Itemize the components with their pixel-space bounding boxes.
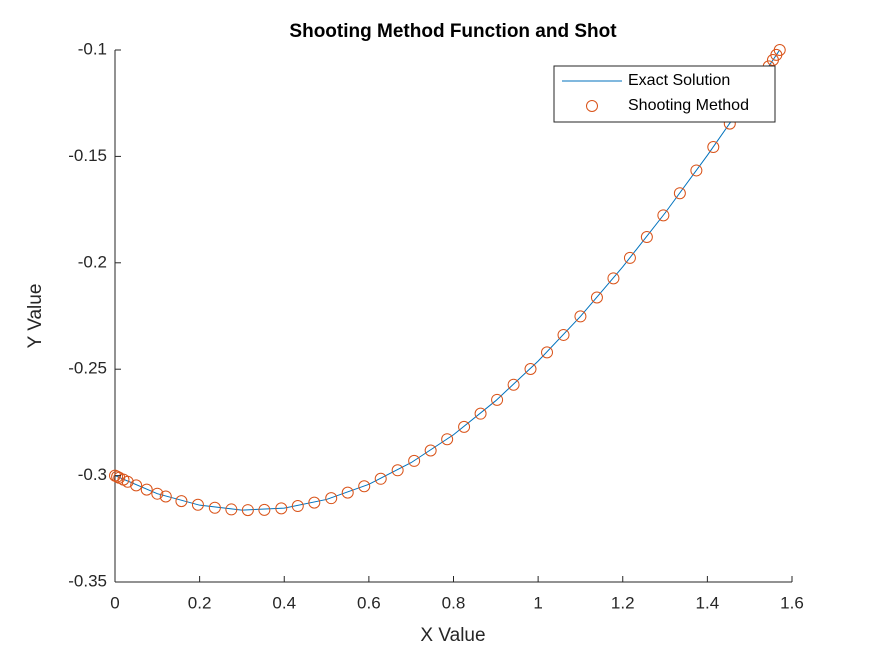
- marker: [458, 420, 471, 433]
- marker: [391, 464, 404, 477]
- marker: [424, 444, 437, 457]
- x-tick-label: 1.2: [611, 593, 635, 612]
- legend-box: [553, 65, 776, 123]
- marker: [341, 486, 354, 499]
- marker: [590, 291, 603, 304]
- marker: [208, 501, 221, 514]
- x-tick-label: 1: [533, 593, 542, 612]
- marker: [507, 378, 520, 391]
- marker: [640, 231, 653, 244]
- y-tick-label: -0.3: [78, 465, 107, 484]
- x-tick-label: 0: [110, 593, 119, 612]
- marker: [191, 498, 204, 511]
- marker: [140, 483, 153, 496]
- marker: [690, 164, 703, 177]
- y-tick-label: -0.15: [68, 146, 107, 165]
- legend-label: Shooting Method: [628, 97, 749, 114]
- y-tick-label: -0.1: [78, 39, 107, 58]
- marker: [657, 209, 670, 222]
- marker: [474, 407, 487, 420]
- marker: [374, 472, 387, 485]
- marker: [441, 433, 454, 446]
- plot-area: [109, 44, 786, 517]
- marker: [111, 470, 124, 483]
- y-axis-label: Y Value: [25, 284, 46, 349]
- marker: [175, 495, 188, 508]
- marker: [225, 503, 238, 516]
- marker: [707, 141, 720, 154]
- x-axis-label: X Value: [420, 625, 485, 646]
- marker: [159, 490, 172, 503]
- marker: [308, 496, 321, 509]
- marker: [151, 487, 164, 500]
- x-tick-label: 0.2: [188, 593, 212, 612]
- legend: Exact Solution Shooting Method: [553, 65, 776, 123]
- legend-label: Exact Solution: [628, 72, 730, 89]
- chart-title: Shooting Method Function and Shot: [289, 21, 617, 42]
- marker: [241, 504, 254, 517]
- x-tick-label: 1.4: [696, 593, 720, 612]
- marker: [121, 475, 134, 488]
- marker: [291, 500, 304, 513]
- marker: [574, 310, 587, 323]
- y-tick-label: -0.25: [68, 359, 107, 378]
- line-series: [114, 49, 781, 511]
- marker: [325, 492, 338, 505]
- y-tick-label: -0.35: [68, 571, 107, 590]
- x-tick-label: 0.4: [272, 593, 296, 612]
- marker: [773, 44, 786, 56]
- x-tick-label: 1.6: [780, 593, 804, 612]
- marker: [607, 272, 620, 285]
- x-tick-label: 0.6: [357, 593, 381, 612]
- marker: [541, 346, 554, 359]
- marker: [491, 393, 504, 406]
- marker: [130, 479, 143, 492]
- y-tick-label: -0.2: [78, 252, 107, 271]
- marker: [358, 480, 371, 493]
- marker: [673, 187, 686, 200]
- x-tick-label: 0.8: [442, 593, 466, 612]
- marker: [557, 328, 570, 341]
- marker: [258, 503, 271, 516]
- legend-swatch: [586, 100, 598, 112]
- marker: [275, 502, 288, 515]
- marker: [408, 454, 421, 467]
- marker: [623, 251, 636, 264]
- marker: [524, 362, 537, 375]
